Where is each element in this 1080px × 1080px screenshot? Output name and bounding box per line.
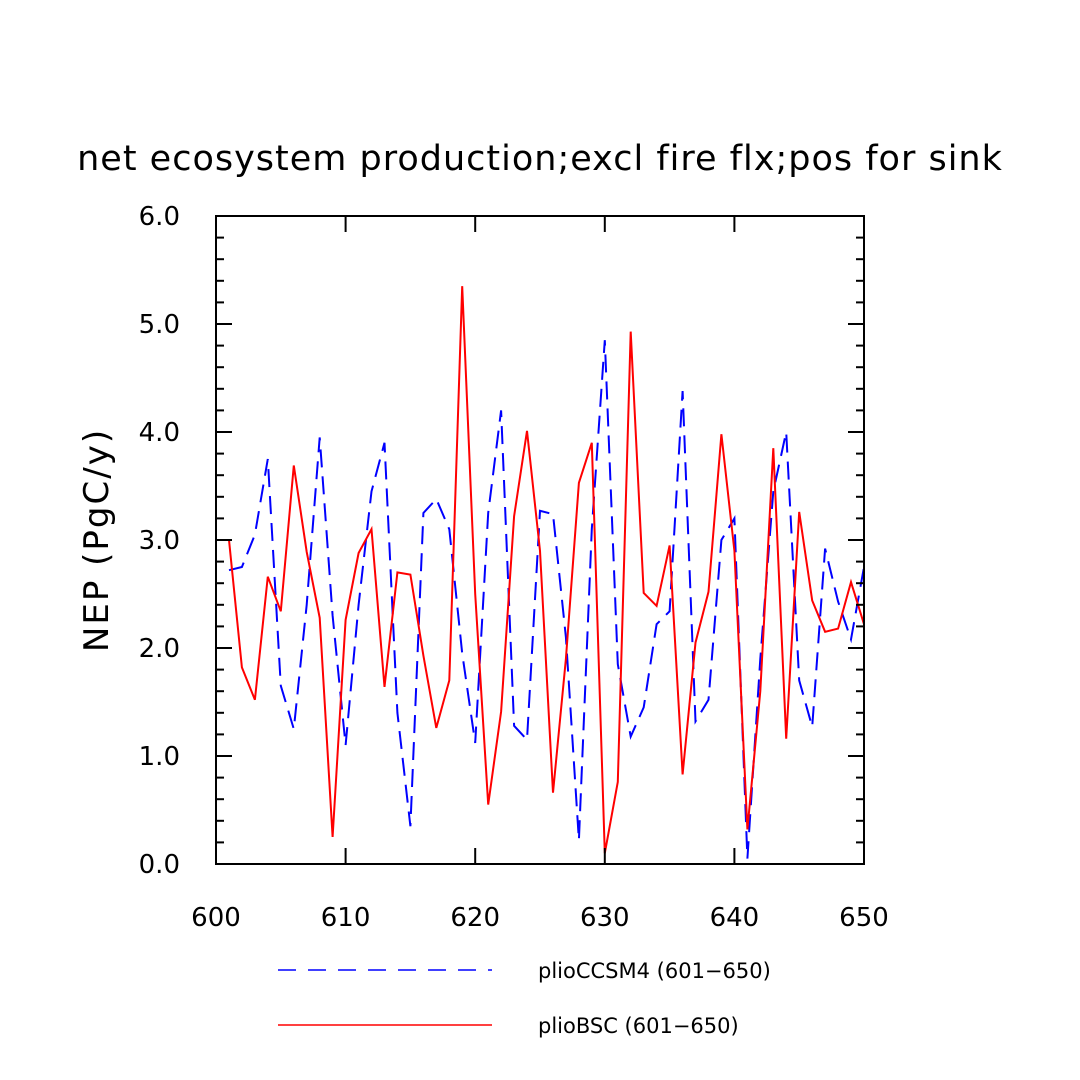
series-line-2 [228,286,865,854]
chart-title: net ecosystem production;excl fire flx;p… [77,139,1003,179]
y-tick-label: 2.0 [139,634,180,664]
x-tick-label: 650 [839,903,889,933]
y-tick-label: 3.0 [139,526,180,556]
legend: plioCCSM4 (601−650) plioBSC (601−650) [278,959,771,1038]
x-tick-label: 640 [710,903,760,933]
legend-label-2: plioBSC (601−650) [538,1014,739,1038]
y-axis-label: NEP (PgC/y) [77,428,117,652]
legend-label-1: plioCCSM4 (601−650) [538,959,771,983]
x-tick-label: 600 [191,903,241,933]
y-tick-label: 4.0 [139,418,180,448]
y-tick-label: 1.0 [139,742,180,772]
series-layer [228,286,865,859]
x-tick-label: 630 [580,903,630,933]
y-tick-label: 6.0 [139,202,180,232]
axis-ticks [215,215,865,865]
plot-frame [215,215,865,865]
series-line-1 [228,340,865,859]
x-tick-label: 620 [450,903,500,933]
tick-labels: 600 610 620 630 640 650 0.0 1.0 2.0 3.0 4.0 5.0 6.0 [139,202,889,933]
x-tick-label: 610 [321,903,371,933]
y-tick-label: 5.0 [139,310,180,340]
y-tick-label: 0.0 [139,850,180,880]
